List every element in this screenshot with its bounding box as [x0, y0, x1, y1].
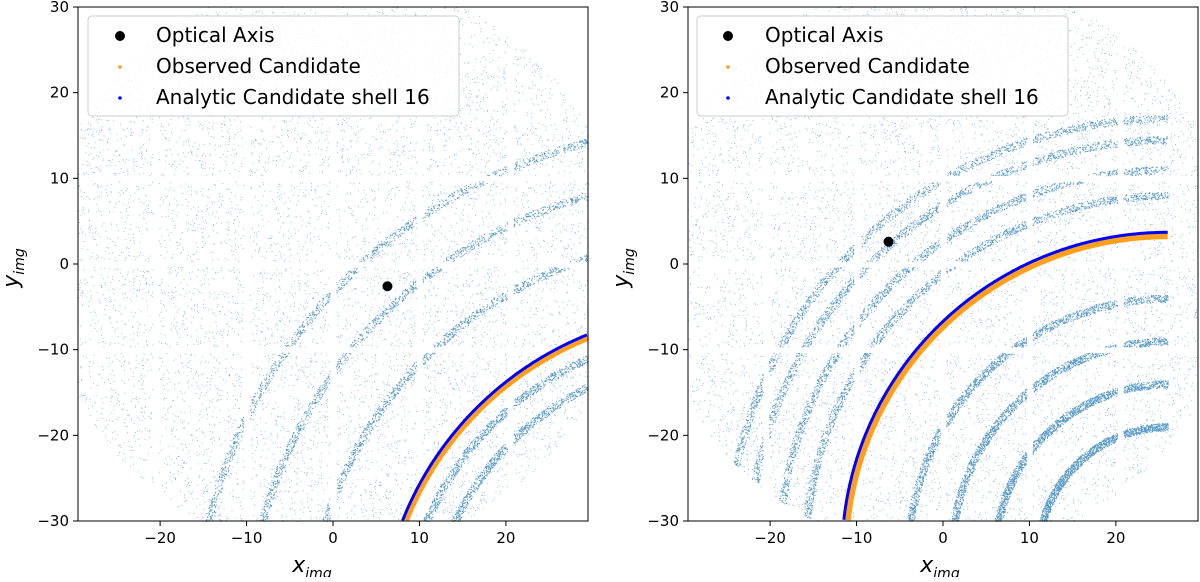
- dense-ring-points: [752, 136, 1168, 483]
- y-tick-label: −10: [647, 341, 679, 359]
- optical-axis-point: [382, 281, 393, 292]
- candidate-arcs-right: [842, 230, 1168, 521]
- legend-box: [87, 15, 460, 117]
- legend-label-observed: Observed Candidate: [765, 54, 970, 78]
- legend-marker-optical-axis: [723, 31, 733, 41]
- dense-ring-points: [205, 139, 589, 523]
- legend-marker-analytic: [726, 96, 730, 100]
- x-axis-label-left: ximg: [291, 553, 332, 577]
- x-tick-label: 0: [938, 529, 948, 547]
- x-tick-label: −10: [231, 529, 263, 547]
- legend-label-observed: Observed Candidate: [156, 54, 361, 78]
- y-tick-label: 30: [50, 0, 69, 16]
- analytic-candidate-arc: [401, 333, 588, 521]
- y-tick-label: 10: [50, 169, 69, 187]
- y-tick-label: 0: [669, 255, 679, 273]
- optical-axis-point: [883, 236, 894, 247]
- x-tick-label: 10: [410, 529, 429, 547]
- scatter-plot-left: −20 −10 0 10 20 −30 −20 −10 0 10 20 30 Optical Axis…: [0, 0, 590, 582]
- y-tick-label: −20: [647, 426, 679, 444]
- legend-box: [696, 15, 1069, 117]
- y-tick-label: 20: [660, 84, 679, 102]
- dense-ring-points: [322, 254, 589, 522]
- y-axis-label-right: yimg: [609, 248, 638, 289]
- x-tick-label: −20: [144, 529, 176, 547]
- x-tick-label: 20: [496, 529, 515, 547]
- scatter-points-right: [688, 7, 1199, 522]
- x-tick-label: −10: [841, 529, 873, 547]
- x-tick-label: 20: [1106, 529, 1125, 547]
- legend-marker-observed: [118, 65, 122, 69]
- axis-ticks-right: −20 −10 0 10 20 −30 −20 −10 0 10 20 30: [647, 0, 1125, 547]
- x-tick-label: −20: [754, 529, 786, 547]
- x-tick-label: 10: [1020, 529, 1039, 547]
- chart-panel-right: −20 −10 0 10 20 −30 −20 −10 0 10 20 30 Optical Axis…: [600, 0, 1200, 582]
- y-tick-label: 0: [59, 255, 69, 273]
- legend-left: Optical Axis Observed Candidate Analytic…: [87, 15, 460, 117]
- legend-right: Optical Axis Observed Candidate Analytic…: [696, 15, 1069, 117]
- y-axis-label-left: yimg: [0, 248, 28, 289]
- dense-ring-points: [451, 384, 589, 522]
- chart-panel-left: −20 −10 0 10 20 −30 −20 −10 0 10 20 30 Optical Axis…: [0, 0, 600, 582]
- y-tick-label: −20: [37, 426, 69, 444]
- x-axis-label-right: ximg: [919, 553, 960, 577]
- observed-candidate-arc: [843, 232, 1168, 521]
- y-tick-label: −30: [647, 512, 679, 530]
- y-tick-label: 20: [50, 84, 69, 102]
- y-tick-label: −10: [37, 341, 69, 359]
- candidate-arcs-left: [382, 281, 590, 522]
- legend-label-analytic: Analytic Candidate shell 16: [156, 85, 430, 109]
- legend-marker-optical-axis: [115, 31, 125, 41]
- x-tick-label: 0: [328, 529, 338, 547]
- axis-ticks-left: −20 −10 0 10 20 −30 −20 −10 0 10 20 30: [37, 0, 515, 547]
- legend-label-optical-axis: Optical Axis: [765, 23, 884, 47]
- scatter-points-left: [78, 7, 589, 523]
- y-tick-label: 10: [660, 169, 679, 187]
- y-tick-label: −30: [37, 512, 69, 530]
- dense-ring-points: [1039, 423, 1169, 522]
- scatter-plot-right: −20 −10 0 10 20 −30 −20 −10 0 10 20 30 Optical Axis…: [609, 0, 1199, 582]
- dense-ring-points: [907, 294, 1169, 522]
- legend-marker-observed: [726, 65, 730, 69]
- observed-candidate-arc: [402, 334, 590, 522]
- analytic-candidate-arc: [842, 230, 1168, 521]
- legend-label-optical-axis: Optical Axis: [156, 23, 275, 47]
- legend-marker-analytic: [118, 96, 122, 100]
- y-tick-label: 30: [660, 0, 679, 16]
- legend-label-analytic: Analytic Candidate shell 16: [765, 85, 1039, 109]
